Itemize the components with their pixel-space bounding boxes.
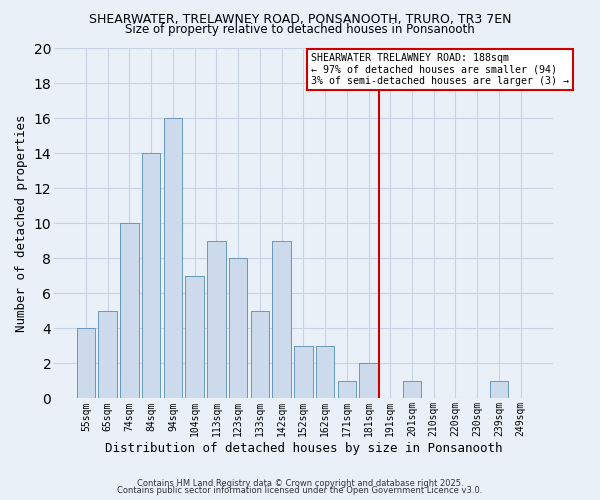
Text: Size of property relative to detached houses in Ponsanooth: Size of property relative to detached ho… — [125, 22, 475, 36]
Text: SHEARWATER, TRELAWNEY ROAD, PONSANOOTH, TRURO, TR3 7EN: SHEARWATER, TRELAWNEY ROAD, PONSANOOTH, … — [89, 12, 511, 26]
Bar — [338, 381, 356, 398]
Bar — [77, 328, 95, 398]
Bar — [490, 381, 508, 398]
Bar — [251, 311, 269, 398]
Bar — [164, 118, 182, 398]
Text: Contains public sector information licensed under the Open Government Licence v3: Contains public sector information licen… — [118, 486, 482, 495]
Text: SHEARWATER TRELAWNEY ROAD: 188sqm
← 97% of detached houses are smaller (94)
3% o: SHEARWATER TRELAWNEY ROAD: 188sqm ← 97% … — [311, 54, 569, 86]
Bar — [142, 153, 160, 398]
Bar — [229, 258, 247, 398]
Y-axis label: Number of detached properties: Number of detached properties — [15, 114, 28, 332]
Bar — [120, 223, 139, 398]
Text: Contains HM Land Registry data © Crown copyright and database right 2025.: Contains HM Land Registry data © Crown c… — [137, 478, 463, 488]
Bar — [359, 364, 378, 398]
Bar — [272, 240, 291, 398]
Bar — [185, 276, 204, 398]
Bar — [294, 346, 313, 399]
Bar — [98, 311, 117, 398]
Bar — [403, 381, 421, 398]
X-axis label: Distribution of detached houses by size in Ponsanooth: Distribution of detached houses by size … — [104, 442, 502, 455]
Bar — [207, 240, 226, 398]
Bar — [316, 346, 334, 399]
